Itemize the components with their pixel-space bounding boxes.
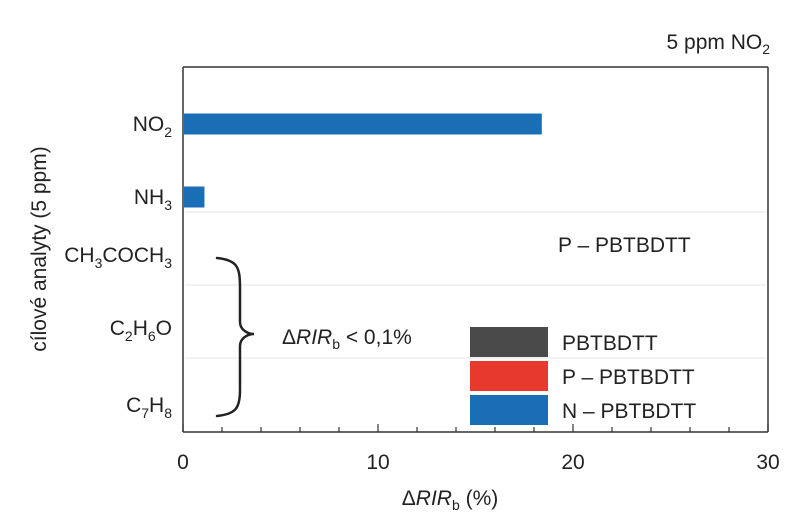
x-axis-title: ΔRIRb (%) xyxy=(402,487,499,513)
y-axis-title-group: cílové analyty (5 ppm) xyxy=(28,146,51,351)
legend-label: N – PBTBDTT xyxy=(562,400,696,423)
category-label: NO2 xyxy=(133,113,173,140)
legend-label: PBTBDTT xyxy=(562,332,658,355)
threshold-annotation: ΔRIRb < 0,1% xyxy=(282,326,412,352)
x-tick-label: 0 xyxy=(177,451,189,474)
category-label: C7H8 xyxy=(126,394,172,421)
legend-swatch xyxy=(470,327,548,357)
legend-swatch xyxy=(470,361,548,391)
category-labels: NO2 NH3 CH3COCH3 C2H6O C7H8 xyxy=(64,113,172,421)
x-axis-title-group: ΔRIRb (%) xyxy=(402,487,499,513)
legend-swatch xyxy=(470,395,548,425)
bars xyxy=(184,113,542,208)
p-pbtbdtt-annotation: P – PBTBDTT xyxy=(558,234,691,257)
x-ticks: 0 10 20 30 xyxy=(177,424,780,474)
title: 5 ppm NO2 xyxy=(667,31,771,57)
chart-title: 5 ppm NO2 xyxy=(667,31,771,57)
x-tick-label: 30 xyxy=(756,451,779,474)
curly-brace xyxy=(215,256,255,418)
row-separators xyxy=(185,211,766,359)
category-label: NH3 xyxy=(134,186,172,213)
axes xyxy=(182,66,769,433)
legend: PBTBDTT P – PBTBDTT N – PBTBDTT xyxy=(470,327,696,425)
bar xyxy=(184,186,205,208)
x-tick-label: 20 xyxy=(561,451,584,474)
legend-label: P – PBTBDTT xyxy=(562,366,695,389)
annotations: P – PBTBDTT ΔRIRb < 0,1% xyxy=(215,234,691,418)
category-label: CH3COCH3 xyxy=(64,244,172,271)
y-axis-title: cílové analyty (5 ppm) xyxy=(28,146,51,351)
x-tick-label: 10 xyxy=(366,451,389,474)
bar xyxy=(184,113,542,135)
category-label: C2H6O xyxy=(110,317,172,344)
